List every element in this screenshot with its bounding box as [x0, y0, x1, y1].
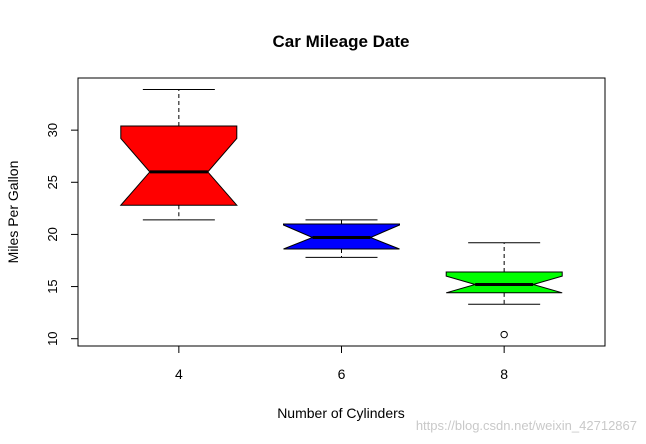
- box-4-cyl: [119, 125, 238, 206]
- y-axis: 10 15 20 25 30: [45, 123, 79, 346]
- x-tick-label: 4: [175, 366, 183, 382]
- x-axis: 4 6 8: [175, 345, 508, 382]
- y-tick-label: 25: [45, 175, 60, 189]
- x-axis-label: Number of Cylinders: [277, 405, 405, 421]
- chart-title: Car Mileage Date: [273, 32, 410, 51]
- x-tick-label: 8: [500, 366, 508, 382]
- box-series: [119, 88, 563, 339]
- box-8-cyl: [445, 271, 563, 294]
- y-tick-label: 30: [45, 123, 60, 137]
- y-axis-label: Miles Per Gallon: [5, 161, 21, 264]
- outlier-point: [500, 330, 508, 339]
- y-tick-label: 10: [45, 331, 60, 345]
- y-tick-label: 20: [45, 227, 60, 241]
- plot-frame: [77, 77, 606, 347]
- y-tick-label: 15: [45, 279, 60, 293]
- watermark-text: https://blog.csdn.net/weixin_42712867: [416, 418, 637, 433]
- x-tick-label: 6: [338, 366, 346, 382]
